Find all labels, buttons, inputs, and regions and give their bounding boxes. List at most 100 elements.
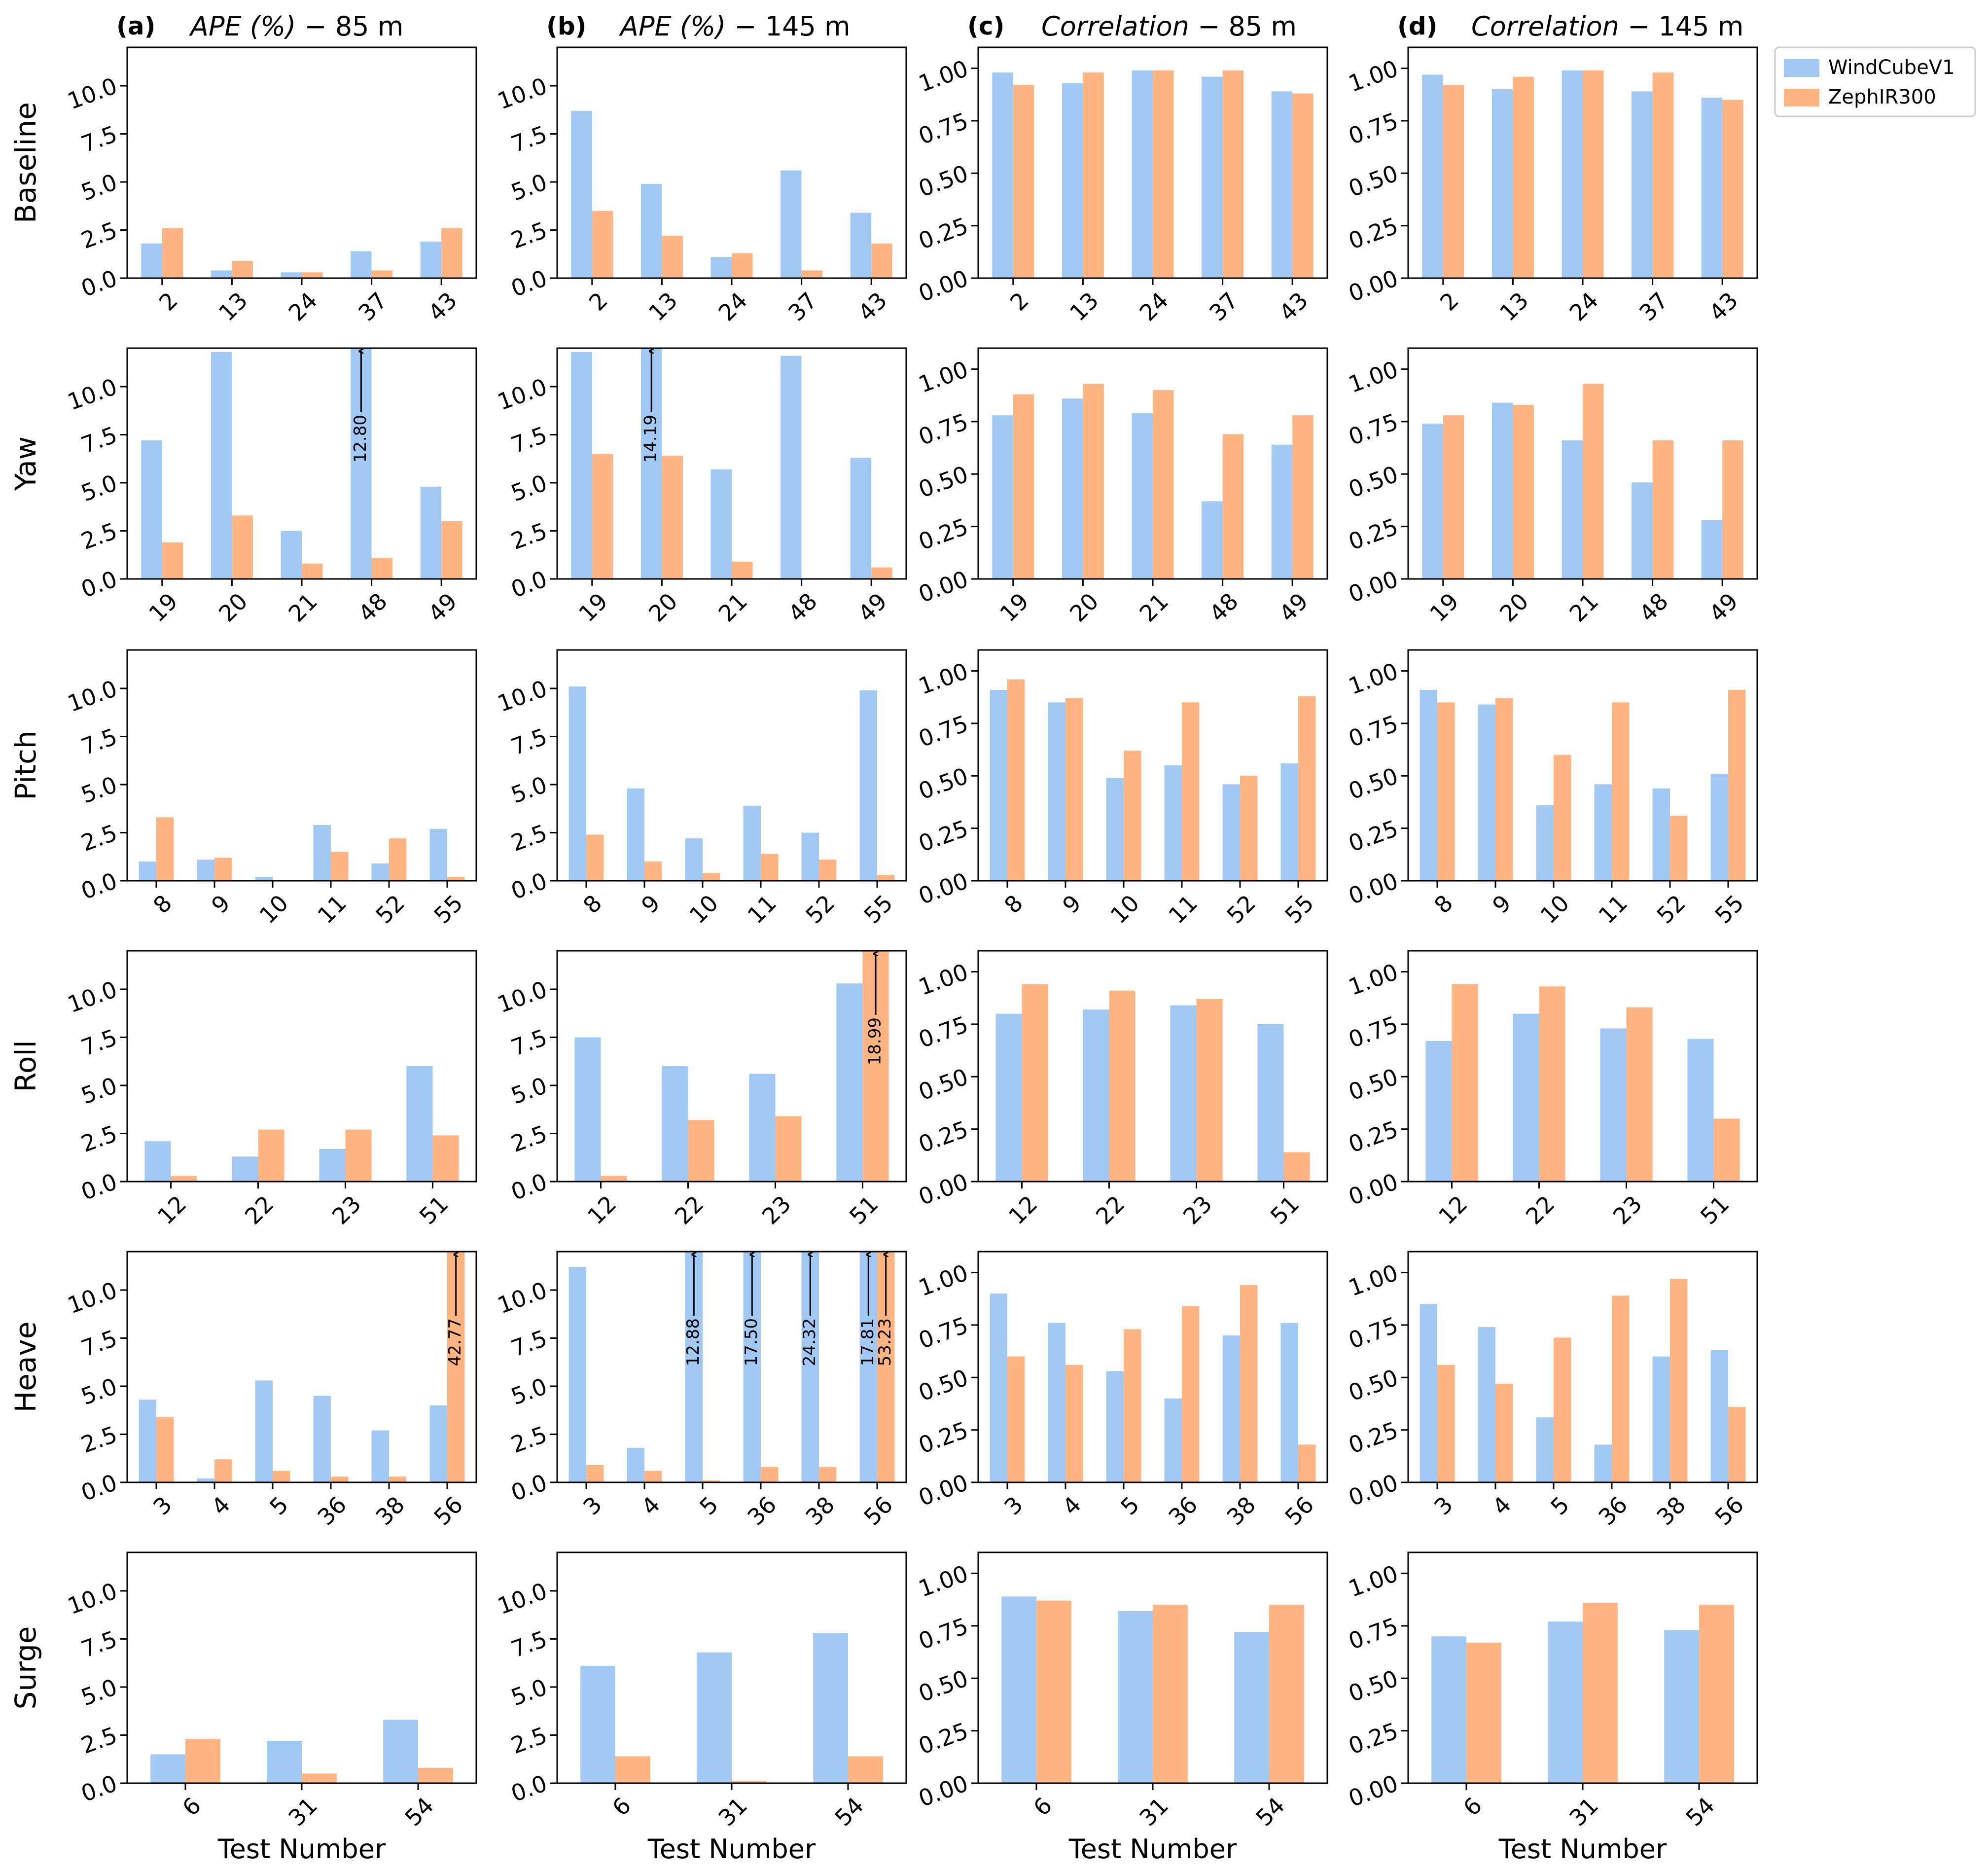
y-tick-label: 0.25 bbox=[1345, 1717, 1402, 1760]
y-tick-label: 2.5 bbox=[507, 1120, 550, 1157]
bar-ZephIR300-51 bbox=[1283, 1152, 1310, 1182]
y-tick-label: 0.25 bbox=[915, 212, 972, 254]
x-tick-label: 3 bbox=[999, 1491, 1028, 1520]
panel-frame bbox=[1407, 1251, 1758, 1483]
y-tick-label: 0.0 bbox=[507, 1168, 550, 1206]
bar-WindCubeV1-37 bbox=[351, 251, 372, 278]
x-tick-label: 12 bbox=[1003, 1190, 1043, 1230]
y-tick-label: 10.0 bbox=[64, 1578, 121, 1620]
y-tick-label: 5.0 bbox=[77, 469, 120, 507]
x-tick-label: 11 bbox=[313, 890, 352, 929]
x-tick-label: 4 bbox=[636, 1491, 665, 1520]
panel-frame bbox=[977, 649, 1328, 882]
y-tick-label: 7.5 bbox=[507, 421, 550, 459]
y-tick-label: 0.75 bbox=[915, 1011, 972, 1053]
bar-WindCubeV1-9 bbox=[1478, 704, 1495, 881]
bar-WindCubeV1-38 bbox=[371, 1430, 389, 1482]
bar-ZephIR300-4 bbox=[214, 1459, 232, 1482]
y-tick-label: 0.0 bbox=[507, 1770, 550, 1807]
y-tick-label: 0.75 bbox=[915, 710, 972, 753]
y-tick-label: 7.5 bbox=[507, 1325, 550, 1362]
x-tick-label: 8 bbox=[148, 890, 177, 919]
y-tick-label: 0.25 bbox=[1345, 815, 1402, 857]
bar-ZephIR300-2 bbox=[162, 228, 183, 278]
bar-WindCubeV1-37 bbox=[781, 170, 802, 278]
x-tick-label: 36 bbox=[313, 1491, 352, 1531]
panel-surge-2: 0.00 0.25 0.50 0.75 1.00 6 31 54 bbox=[915, 1551, 1328, 1832]
y-tick-label: 0.0 bbox=[507, 867, 550, 905]
y-tick-label: 5.0 bbox=[77, 169, 120, 206]
bar-WindCubeV1-8 bbox=[139, 862, 156, 881]
row-label-surge: Surge bbox=[9, 1626, 42, 1710]
bar-ZephIR300-38 bbox=[1670, 1279, 1688, 1482]
legend-swatch-ZephIR300 bbox=[1784, 89, 1819, 107]
bar-WindCubeV1-12 bbox=[995, 1013, 1022, 1182]
bar-WindCubeV1-19 bbox=[571, 352, 592, 579]
y-tick-label: 0.50 bbox=[915, 461, 972, 503]
bar-WindCubeV1-24 bbox=[1132, 70, 1153, 279]
bar-ZephIR300-19 bbox=[1443, 415, 1464, 579]
y-tick-label: 2.5 bbox=[77, 1421, 120, 1458]
x-tick-label: 48 bbox=[1204, 588, 1243, 627]
bar-WindCubeV1-54 bbox=[1234, 1632, 1269, 1783]
bar-ZephIR300-51 bbox=[432, 1135, 459, 1182]
bar-WindCubeV1-22 bbox=[1083, 1009, 1109, 1182]
panel-pitch-0: 0.0 2.5 5.0 7.5 10.0 8 9 10 11 52 55 bbox=[64, 649, 477, 929]
bar-ZephIR300-56 bbox=[1298, 1444, 1316, 1482]
bar-ZephIR300-51 bbox=[1713, 1118, 1740, 1182]
bar-WindCubeV1-9 bbox=[1048, 702, 1065, 881]
y-tick-label: 0.50 bbox=[915, 1665, 972, 1707]
bar-WindCubeV1-13 bbox=[211, 270, 232, 278]
x-tick-label: 54 bbox=[1681, 1792, 1720, 1832]
bar-WindCubeV1-11 bbox=[1164, 765, 1182, 881]
bar-WindCubeV1-23 bbox=[319, 1149, 346, 1182]
y-tick-label: 10.0 bbox=[494, 1578, 551, 1620]
x-tick-label: 8 bbox=[1429, 890, 1458, 919]
x-tick-label: 12 bbox=[582, 1190, 622, 1230]
y-tick-label: 2.5 bbox=[77, 517, 120, 555]
bar-WindCubeV1-24 bbox=[710, 257, 732, 278]
y-tick-label: 0.25 bbox=[915, 1115, 972, 1158]
bar-WindCubeV1-49 bbox=[420, 486, 442, 579]
y-tick-label: 0.75 bbox=[915, 408, 972, 451]
y-tick-label: 0.00 bbox=[915, 867, 972, 910]
y-tick-label: 0.50 bbox=[915, 160, 972, 202]
bar-ZephIR300-23 bbox=[1196, 999, 1223, 1182]
x-tick-label: 43 bbox=[853, 287, 892, 326]
x-tick-label: 8 bbox=[999, 890, 1028, 919]
bar-ZephIR300-48 bbox=[371, 558, 393, 579]
bar-WindCubeV1-21 bbox=[281, 531, 302, 579]
bar-WindCubeV1-23 bbox=[1600, 1028, 1627, 1182]
panel-surge-3: 0.00 0.25 0.50 0.75 1.00 6 31 54 bbox=[1345, 1551, 1758, 1832]
y-tick-label: 0.75 bbox=[1345, 1011, 1402, 1053]
bar-ZephIR300-36 bbox=[761, 1467, 779, 1482]
y-tick-label: 0.00 bbox=[1345, 1469, 1402, 1511]
y-tick-label: 0.00 bbox=[1345, 867, 1402, 910]
bar-WindCubeV1-4 bbox=[197, 1478, 214, 1482]
y-tick-label: 0.75 bbox=[1345, 1312, 1402, 1354]
x-tick-label: 20 bbox=[1065, 588, 1104, 627]
bar-WindCubeV1-48 bbox=[1632, 482, 1653, 579]
bar-ZephIR300-13 bbox=[1513, 76, 1534, 278]
y-tick-label: 2.5 bbox=[507, 216, 550, 254]
y-tick-label: 2.5 bbox=[77, 1120, 120, 1157]
bar-ZephIR300-55 bbox=[1728, 689, 1746, 881]
bar-ZephIR300-3 bbox=[156, 1417, 174, 1482]
x-tick-label: 6 bbox=[1458, 1792, 1487, 1821]
bar-ZephIR300-21 bbox=[732, 561, 753, 579]
x-tick-label: 10 bbox=[1105, 890, 1145, 929]
y-tick-label: 1.00 bbox=[1345, 657, 1402, 700]
row-label-pitch: Pitch bbox=[9, 730, 42, 800]
y-tick-label: 5.0 bbox=[77, 1373, 120, 1410]
bar-ZephIR300-37 bbox=[1222, 70, 1244, 279]
x-tick-label: 43 bbox=[1704, 287, 1743, 326]
y-tick-label: 0.50 bbox=[915, 1063, 972, 1106]
y-tick-label: 10.0 bbox=[494, 72, 551, 115]
x-tick-label: 56 bbox=[1710, 1491, 1749, 1531]
bar-WindCubeV1-2 bbox=[1422, 74, 1443, 279]
column-title-metric: APE (%) bbox=[189, 11, 296, 42]
bar-WindCubeV1-9 bbox=[627, 788, 644, 881]
panel-frame bbox=[556, 1251, 907, 1483]
panel-baseline-0: 0.0 2.5 5.0 7.5 10.0 2 13 24 37 43 bbox=[64, 46, 477, 326]
